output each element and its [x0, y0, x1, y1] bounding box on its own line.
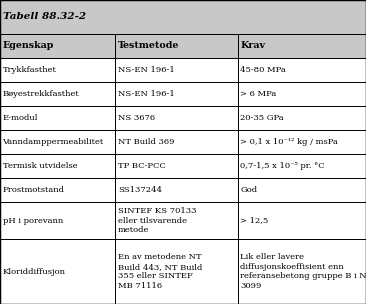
- Bar: [238, 82, 366, 105]
- Bar: [0, 202, 115, 240]
- Text: Testmetode: Testmetode: [118, 41, 179, 50]
- Text: Egenskap: Egenskap: [3, 41, 54, 50]
- Text: > 0,1 x 10⁻¹² kg / msPa: > 0,1 x 10⁻¹² kg / msPa: [240, 138, 338, 146]
- Text: God: God: [240, 186, 258, 194]
- Text: Frostmotstand: Frostmotstand: [3, 186, 64, 194]
- Bar: [115, 58, 238, 82]
- Bar: [238, 240, 366, 304]
- Text: Bøyestrekkfasthet: Bøyestrekkfasthet: [3, 90, 79, 98]
- Bar: [238, 202, 366, 240]
- Text: > 6 MPa: > 6 MPa: [240, 90, 277, 98]
- Bar: [0, 240, 115, 304]
- Bar: [0, 178, 115, 202]
- Text: pH i porevann: pH i porevann: [3, 216, 63, 224]
- Bar: [0, 0, 366, 34]
- Text: Termisk utvidelse: Termisk utvidelse: [3, 162, 77, 170]
- Text: Tabell 88.32-2: Tabell 88.32-2: [3, 12, 86, 21]
- Bar: [238, 105, 366, 130]
- Text: Kloriddiffusjon: Kloriddiffusjon: [3, 268, 66, 276]
- Bar: [238, 58, 366, 82]
- Bar: [115, 105, 238, 130]
- Text: 20-35 GPa: 20-35 GPa: [240, 114, 284, 122]
- Text: 45-80 MPa: 45-80 MPa: [240, 66, 286, 74]
- Text: NS 3676: NS 3676: [118, 114, 155, 122]
- Text: Vanndamppermeabilitet: Vanndamppermeabilitet: [3, 138, 104, 146]
- Text: SS137244: SS137244: [118, 186, 162, 194]
- Text: NT Build 369: NT Build 369: [118, 138, 174, 146]
- Bar: [115, 154, 238, 178]
- Text: En av metodene NT
Build 443, NT Build
355 eller SINTEF
MB 71116: En av metodene NT Build 443, NT Build 35…: [118, 254, 202, 290]
- Bar: [0, 105, 115, 130]
- Bar: [0, 130, 115, 154]
- Bar: [238, 130, 366, 154]
- Bar: [115, 202, 238, 240]
- Bar: [0, 154, 115, 178]
- Bar: [0, 58, 115, 82]
- Bar: [115, 130, 238, 154]
- Text: Krav: Krav: [240, 41, 265, 50]
- Bar: [0, 34, 115, 58]
- Bar: [115, 34, 238, 58]
- Bar: [115, 82, 238, 105]
- Bar: [115, 178, 238, 202]
- Bar: [238, 178, 366, 202]
- Bar: [0, 82, 115, 105]
- Text: Trykkfasthet: Trykkfasthet: [3, 66, 56, 74]
- Text: E-modul: E-modul: [3, 114, 38, 122]
- Text: SINTEF KS 70133
eller tilsvarende
metode: SINTEF KS 70133 eller tilsvarende metode: [118, 207, 196, 234]
- Bar: [238, 34, 366, 58]
- Text: NS-EN 196-1: NS-EN 196-1: [118, 90, 175, 98]
- Text: 0,7-1,5 x 10⁻⁵ pr. °C: 0,7-1,5 x 10⁻⁵ pr. °C: [240, 162, 325, 170]
- Text: Lik eller lavere
diffusjonskoeffisient enn
referansebetong gruppe B i NS
3099: Lik eller lavere diffusjonskoeffisient e…: [240, 254, 366, 290]
- Bar: [115, 240, 238, 304]
- Text: TP BC-PCC: TP BC-PCC: [118, 162, 165, 170]
- Text: NS-EN 196-1: NS-EN 196-1: [118, 66, 175, 74]
- Bar: [238, 154, 366, 178]
- Text: > 12,5: > 12,5: [240, 216, 269, 224]
